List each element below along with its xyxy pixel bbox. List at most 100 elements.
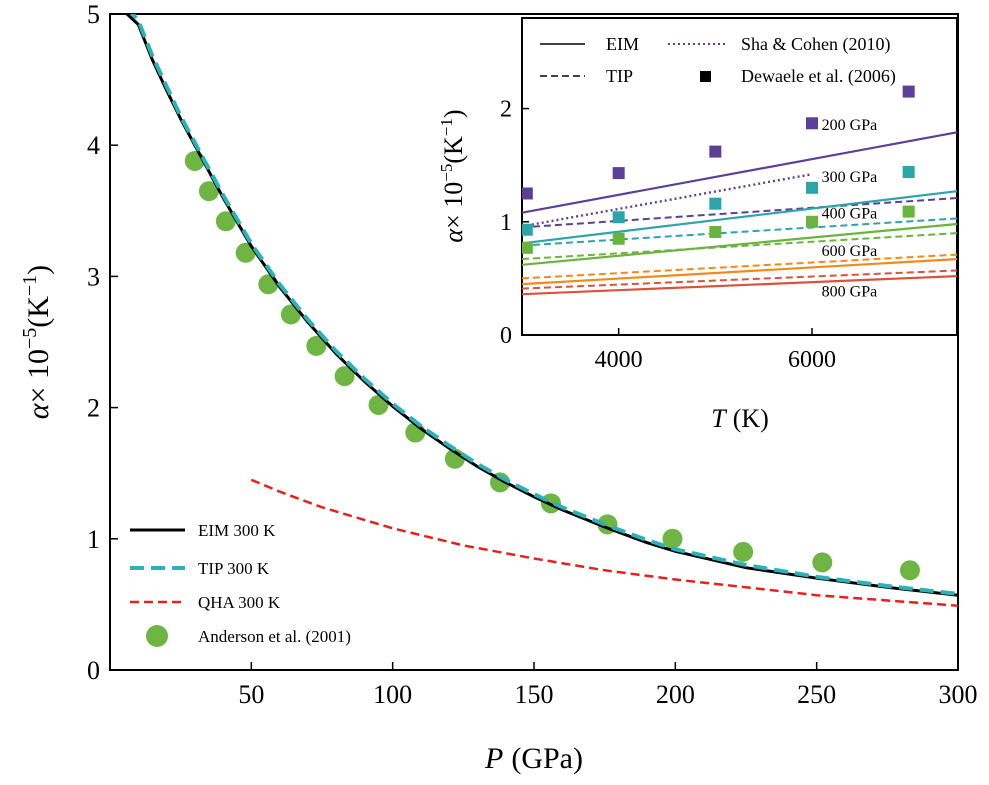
inset-y-axis-var: α bbox=[439, 228, 468, 243]
series-line-qha-300-k bbox=[250, 478, 958, 607]
inset-legend-label-dewaele: Dewaele et al. (2006) bbox=[741, 66, 896, 87]
inset-dewaele-point-300-gpa bbox=[902, 165, 915, 178]
main-y-axis-label: α× 10−5(K−1) bbox=[19, 265, 55, 419]
legend-label-eim-300k: EIM 300 K bbox=[198, 521, 276, 540]
data-point-anderson-et-al-2001 bbox=[215, 211, 236, 232]
inset-x-axis-label: T (K) bbox=[711, 404, 769, 433]
inset-eim-line-400-gpa bbox=[522, 222, 957, 266]
main-y-axis-rest: × 10 bbox=[22, 349, 55, 403]
inset-y-axis-unit-exp: −1 bbox=[437, 118, 456, 136]
main-y-tick-label: 4 bbox=[87, 131, 100, 160]
inset-y-ticks: 0 1 2 bbox=[500, 97, 529, 349]
inset-tip-line-600-gpa bbox=[522, 253, 957, 280]
main-x-tick-label: 200 bbox=[656, 680, 695, 709]
data-point-anderson-et-al-2001 bbox=[899, 560, 920, 581]
main-x-axis-var: P bbox=[484, 742, 503, 775]
legend-label-tip-300k: TIP 300 K bbox=[198, 559, 270, 578]
inset-eim-line-300-gpa bbox=[522, 190, 957, 245]
inset-dewaele-point-200-gpa bbox=[522, 187, 533, 200]
series-line-tip-300-k bbox=[130, 14, 958, 596]
inset-eim-line-800-gpa bbox=[522, 275, 957, 296]
inset-dewaele-point-400-gpa bbox=[612, 232, 625, 245]
inset-eim-line-200-gpa bbox=[522, 131, 957, 214]
main-y-ticks: 0 1 2 3 4 5 bbox=[87, 0, 118, 685]
inset-dewaele-point-200-gpa bbox=[902, 85, 915, 98]
data-point-anderson-et-al-2001 bbox=[198, 181, 219, 202]
main-y-axis-exp: −5 bbox=[19, 328, 41, 349]
inset-y-axis-unit: (K bbox=[439, 136, 468, 164]
inset-dewaele-point-300-gpa bbox=[806, 181, 818, 194]
main-y-tick-label: 5 bbox=[87, 0, 100, 29]
inset-tip-line-400-gpa bbox=[522, 232, 957, 261]
main-x-tick-label: 100 bbox=[373, 680, 412, 709]
inset-dewaele-point-400-gpa bbox=[902, 205, 915, 218]
main-legend: EIM 300 K TIP 300 K QHA 300 K Anderson e… bbox=[130, 521, 351, 647]
legend-label-qha-300k: QHA 300 K bbox=[198, 593, 281, 612]
inset-curve-label-400-gpa: 400 GPa bbox=[822, 205, 878, 222]
inset-dewaele-point-200-gpa bbox=[709, 145, 722, 158]
inset-dewaele-point-300-gpa bbox=[522, 223, 533, 236]
inset-dewaele-point-400-gpa bbox=[806, 215, 818, 228]
main-x-ticks: 50 100 150 200 250 300 bbox=[238, 662, 978, 709]
inset-curve-label-200-gpa: 200 GPa bbox=[822, 117, 878, 134]
inset-curve-labels: 200 GPa 300 GPa 400 GPa 600 GPa 800 GPa bbox=[822, 117, 878, 300]
inset-plot-frame bbox=[521, 17, 958, 336]
inset-tip-line-300-gpa bbox=[522, 217, 957, 247]
data-point-anderson-et-al-2001 bbox=[733, 541, 754, 562]
inset-x-ticks: 4000 6000 bbox=[595, 328, 836, 373]
inset-curve-label-800-gpa: 800 GPa bbox=[822, 284, 878, 301]
inset-tip-line-200-gpa bbox=[522, 197, 957, 229]
main-y-axis-unit-exp: −1 bbox=[19, 275, 41, 296]
inset-y-axis-exp: −5 bbox=[437, 164, 456, 182]
inset-y-tick-label: 0 bbox=[500, 323, 512, 349]
inset-y-tick-label: 1 bbox=[500, 210, 512, 236]
inset-dewaele-point-400-gpa bbox=[709, 225, 722, 238]
inset-plot: 0 1 2 4000 6000 200 GPa 300 GPa 400 GPa 600 GP… bbox=[437, 17, 958, 433]
inset-x-tick-label: 6000 bbox=[788, 347, 836, 373]
main-y-axis-unit-close: ) bbox=[22, 265, 55, 275]
main-y-tick-label: 1 bbox=[87, 525, 100, 554]
main-series bbox=[125, 14, 958, 607]
inset-curve-label-600-gpa: 600 GPa bbox=[822, 243, 878, 260]
main-x-tick-label: 250 bbox=[797, 680, 836, 709]
inset-legend-label-eim: EIM bbox=[606, 34, 639, 54]
inset-x-axis-var: T bbox=[711, 404, 727, 433]
data-point-anderson-et-al-2001 bbox=[812, 552, 833, 573]
inset-dewaele-point-200-gpa bbox=[612, 167, 625, 180]
inset-x-axis-unit: (K) bbox=[733, 404, 769, 433]
inset-y-axis-label: α× 10−5(K−1) bbox=[437, 109, 468, 242]
inset-dewaele-point-300-gpa bbox=[709, 197, 722, 210]
inset-series bbox=[522, 85, 957, 296]
inset-curve-label-300-gpa: 300 GPa bbox=[822, 169, 878, 186]
inset-y-axis-unit-close: ) bbox=[439, 109, 468, 118]
inset-y-tick-label: 2 bbox=[500, 97, 512, 123]
inset-sha-cohen-line-200-gpa bbox=[522, 173, 813, 228]
legend-swatch-anderson bbox=[146, 625, 168, 647]
data-point-anderson-et-al-2001 bbox=[306, 335, 327, 356]
data-point-anderson-et-al-2001 bbox=[258, 274, 279, 295]
main-y-tick-label: 0 bbox=[87, 656, 100, 685]
inset-y-axis-rest: × 10 bbox=[439, 182, 468, 229]
inset-legend-label-tip: TIP bbox=[606, 66, 633, 86]
main-y-axis-var: α bbox=[22, 402, 55, 419]
inset-dewaele-point-200-gpa bbox=[806, 117, 818, 130]
inset-legend: EIM TIP Sha & Cohen (2010) Dewaele et al… bbox=[540, 34, 896, 87]
main-y-tick-label: 3 bbox=[87, 262, 100, 291]
inset-x-tick-label: 4000 bbox=[595, 347, 643, 373]
inset-tip-line-800-gpa bbox=[522, 269, 957, 290]
data-point-anderson-et-al-2001 bbox=[334, 366, 355, 387]
main-y-tick-label: 2 bbox=[87, 394, 100, 423]
main-x-axis-label: P (GPa) bbox=[484, 742, 583, 775]
inset-dewaele-point-300-gpa bbox=[612, 211, 625, 224]
main-y-axis-unit: (K bbox=[22, 296, 55, 328]
inset-legend-label-sha-cohen: Sha & Cohen (2010) bbox=[741, 34, 890, 55]
inset-legend-swatch-dewaele bbox=[700, 71, 711, 82]
main-x-axis-unit: (GPa) bbox=[511, 742, 583, 775]
inset-dewaele-point-400-gpa bbox=[522, 241, 533, 254]
main-x-tick-label: 50 bbox=[238, 680, 264, 709]
data-point-anderson-et-al-2001 bbox=[662, 528, 683, 549]
inset-eim-line-600-gpa bbox=[522, 258, 957, 286]
